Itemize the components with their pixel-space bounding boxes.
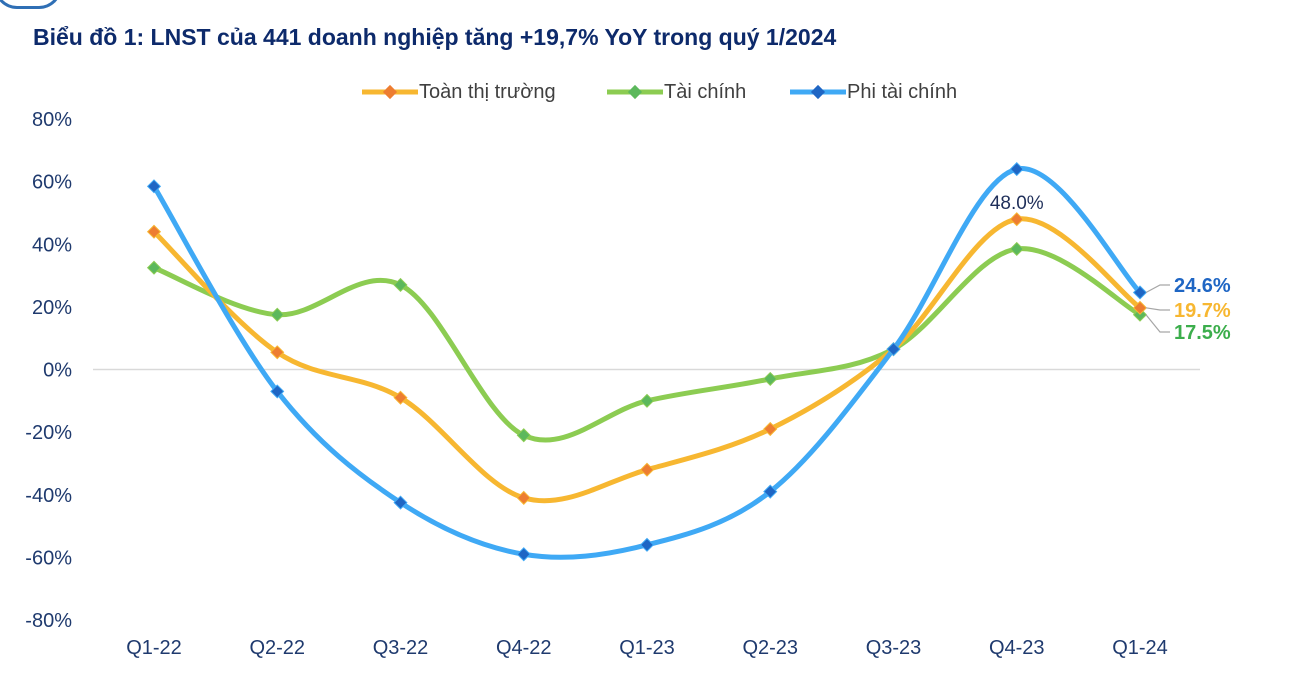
data-point-toan-thi-truong bbox=[639, 462, 655, 477]
data-point-toan-thi-truong bbox=[1009, 212, 1024, 227]
data-point-tai-chinh bbox=[146, 260, 162, 275]
data-point-phi-tai-chinh bbox=[393, 495, 408, 510]
data-label-q4-23: 48.0% bbox=[990, 193, 1044, 214]
leader-line bbox=[1145, 307, 1170, 311]
leader-line bbox=[1145, 284, 1170, 294]
data-point-phi-tai-chinh bbox=[763, 484, 778, 499]
data-point-tai-chinh bbox=[1009, 241, 1024, 257]
y-tick-label: -80% bbox=[25, 610, 72, 632]
data-point-phi-tai-chinh bbox=[886, 342, 901, 357]
y-tick-label: -60% bbox=[25, 547, 72, 569]
y-tick-label: 80% bbox=[32, 109, 72, 131]
data-point-toan-thi-truong bbox=[393, 390, 408, 405]
data-point-phi-tai-chinh bbox=[639, 537, 655, 552]
series-line-tai-chinh bbox=[151, 246, 1143, 443]
data-point-tai-chinh bbox=[516, 428, 531, 443]
legend-swatch-phi-tai-chinh bbox=[790, 84, 846, 100]
data-point-toan-thi-truong bbox=[146, 224, 162, 239]
data-point-phi-tai-chinh bbox=[516, 547, 531, 562]
y-tick-label: 40% bbox=[32, 234, 72, 256]
data-label-end: 19.7% bbox=[1174, 300, 1231, 322]
y-tick-label: 60% bbox=[32, 172, 72, 194]
x-tick-label: Q4-23 bbox=[989, 637, 1045, 659]
y-tick-label: 0% bbox=[43, 360, 72, 382]
data-label-end: 17.5% bbox=[1174, 322, 1231, 344]
y-tick-label: -40% bbox=[25, 485, 72, 507]
series-line-phi-tai-chinh bbox=[151, 166, 1143, 560]
x-tick-label: Q3-23 bbox=[866, 637, 922, 659]
data-point-toan-thi-truong bbox=[1132, 300, 1148, 315]
data-point-phi-tai-chinh bbox=[270, 384, 285, 399]
data-point-tai-chinh bbox=[763, 371, 778, 386]
data-point-toan-thi-truong bbox=[270, 345, 285, 360]
data-point-toan-thi-truong bbox=[516, 490, 531, 505]
data-point-tai-chinh bbox=[270, 307, 285, 322]
legend-label-phi-tai-chinh: Phi tài chính bbox=[847, 81, 958, 103]
legend-swatch-tai-chinh bbox=[607, 84, 663, 100]
data-point-phi-tai-chinh bbox=[1132, 285, 1148, 300]
y-tick-label: 20% bbox=[32, 297, 72, 319]
data-point-tai-chinh bbox=[393, 277, 408, 293]
data-point-phi-tai-chinh bbox=[146, 179, 162, 194]
chart-title: Biểu đồ 1: LNST của 441 doanh nghiệp tăn… bbox=[33, 24, 837, 50]
legend: Toàn thị trường Tài chính Phi tài chính bbox=[0, 80, 1298, 106]
data-point-toan-thi-truong bbox=[763, 421, 778, 437]
x-tick-label: Q1-24 bbox=[1112, 637, 1168, 659]
legend-label-tai-chinh: Tài chính bbox=[664, 81, 747, 103]
x-tick-label: Q4-22 bbox=[496, 637, 552, 659]
y-tick-label: -20% bbox=[25, 422, 72, 444]
data-point-tai-chinh bbox=[639, 393, 655, 408]
data-label-end: 24.6% bbox=[1174, 275, 1231, 297]
legend-swatch-toan-thi-truong bbox=[362, 84, 418, 100]
x-tick-label: Q1-23 bbox=[619, 637, 675, 659]
legend-label-toan-thi-truong: Toàn thị trường bbox=[419, 81, 556, 103]
x-tick-label: Q2-23 bbox=[742, 637, 798, 659]
x-tick-label: Q1-22 bbox=[126, 637, 182, 659]
x-tick-label: Q2-22 bbox=[249, 637, 305, 659]
leader-line bbox=[1145, 314, 1170, 333]
x-tick-label: Q3-22 bbox=[373, 637, 429, 659]
data-point-phi-tai-chinh bbox=[1009, 162, 1024, 177]
